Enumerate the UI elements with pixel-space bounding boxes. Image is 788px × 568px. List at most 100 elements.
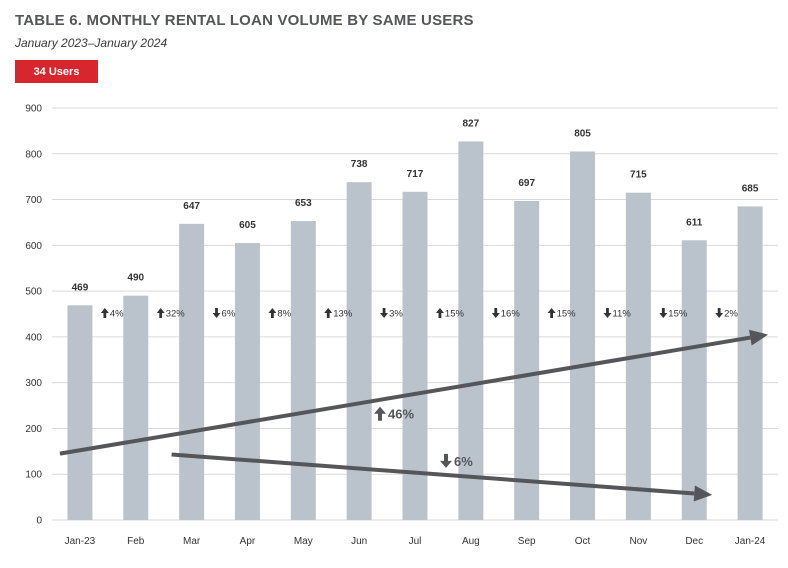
y-tick-label: 200 <box>25 424 42 435</box>
y-tick-label: 0 <box>36 516 42 527</box>
value-label: 685 <box>742 183 759 194</box>
change-label: 32% <box>156 308 186 320</box>
value-label: 697 <box>518 178 535 189</box>
value-label: 490 <box>127 273 144 284</box>
x-tick-label: May <box>294 536 313 547</box>
bars <box>67 141 763 521</box>
change-label: 6% <box>212 308 236 320</box>
chart-subtitle: January 2023–January 2024 <box>15 36 168 50</box>
bar <box>346 182 372 520</box>
arrow-down-icon <box>440 453 452 468</box>
trend-label: 6% <box>440 453 473 469</box>
change-text: 15% <box>668 309 688 320</box>
change-text: 11% <box>612 309 631 320</box>
x-tick-label: Apr <box>240 536 256 547</box>
value-label: 653 <box>295 198 312 209</box>
x-tick-label: Jul <box>409 536 422 547</box>
x-tick-label: Nov <box>629 536 647 547</box>
x-tick-label: Sep <box>518 536 536 547</box>
value-label: 469 <box>72 282 89 293</box>
change-text: 6% <box>222 309 236 320</box>
x-tick-label: Jan-24 <box>735 536 766 547</box>
trend-line <box>171 452 695 496</box>
change-text: 13% <box>333 309 353 320</box>
arrow-down-icon <box>491 308 500 318</box>
chart-title: TABLE 6. MONTHLY RENTAL LOAN VOLUME BY S… <box>15 12 474 29</box>
change-labels: 4% 32% 6% 8% 13% 3% 15% 16% 15% 11% 15% 2% <box>100 308 738 320</box>
bar <box>681 240 707 520</box>
x-axis: Jan-23 Feb Mar Apr May Jun Jul Aug Sep Oct Nov Dec J… <box>65 536 766 547</box>
bar <box>570 151 596 520</box>
arrow-up-icon <box>374 406 386 421</box>
x-tick-label: Dec <box>685 536 703 547</box>
change-label: 15% <box>659 308 688 320</box>
change-text: 32% <box>166 309 186 320</box>
change-text: 15% <box>445 309 465 320</box>
arrow-up-icon <box>324 308 333 318</box>
user-count-badge: 34 Users <box>15 60 98 83</box>
x-tick-label: Jan-23 <box>65 536 96 547</box>
arrow-up-icon <box>547 308 556 318</box>
change-label: 16% <box>491 308 521 320</box>
y-tick-label: 600 <box>25 241 42 252</box>
bar <box>402 191 428 521</box>
change-label: 15% <box>435 308 465 320</box>
y-axis: 0 100 200 300 400 500 600 700 800 900 <box>25 104 42 527</box>
bar <box>458 141 484 520</box>
change-text: 4% <box>110 309 124 320</box>
change-label: 8% <box>268 308 292 320</box>
change-text: 8% <box>277 309 291 320</box>
bar <box>123 295 149 520</box>
y-tick-label: 800 <box>25 149 42 160</box>
change-text: 15% <box>557 309 577 320</box>
arrow-up-icon <box>100 308 109 318</box>
arrow-down-icon <box>212 308 221 318</box>
y-tick-label: 900 <box>25 104 42 115</box>
y-tick-label: 500 <box>25 287 42 298</box>
value-label: 805 <box>574 128 591 139</box>
change-label: 15% <box>547 308 577 320</box>
trend-arrow-down: 6% <box>171 452 713 502</box>
x-tick-label: Aug <box>462 536 480 547</box>
trend-label: 46% <box>374 406 414 422</box>
value-label: 715 <box>630 170 647 181</box>
trend-label-text: 6% <box>454 454 473 469</box>
change-text: 2% <box>724 309 738 320</box>
value-label: 717 <box>407 169 424 180</box>
x-tick-label: Oct <box>575 536 591 547</box>
x-tick-label: Feb <box>127 536 145 547</box>
change-label: 11% <box>603 308 631 320</box>
bar <box>234 243 260 521</box>
trend-arrowhead <box>693 485 713 502</box>
change-label: 4% <box>100 308 124 320</box>
value-label: 827 <box>463 118 480 129</box>
change-text: 3% <box>389 309 403 320</box>
trend-label-text: 46% <box>388 407 414 422</box>
x-tick-label: Mar <box>183 536 201 547</box>
arrow-up-icon <box>156 308 165 318</box>
trend-line <box>59 335 751 456</box>
arrow-up-icon <box>435 308 444 318</box>
bar <box>514 200 540 520</box>
value-label: 647 <box>183 201 200 212</box>
arrow-up-icon <box>268 308 277 318</box>
arrow-down-icon <box>659 308 668 318</box>
value-label: 738 <box>351 159 368 170</box>
y-tick-label: 100 <box>25 470 42 481</box>
change-text: 16% <box>501 309 521 320</box>
value-label: 605 <box>239 220 256 231</box>
arrow-down-icon <box>603 308 612 318</box>
trend-arrowhead <box>748 329 769 346</box>
arrow-down-icon <box>380 308 389 318</box>
bar <box>290 221 316 520</box>
change-label: 3% <box>380 308 403 320</box>
bar <box>737 206 763 520</box>
y-tick-label: 400 <box>25 332 42 343</box>
bar <box>67 305 93 520</box>
change-label: 13% <box>324 308 353 320</box>
x-tick-label: Jun <box>351 536 367 547</box>
trend-arrows: 46% 6% <box>59 329 769 502</box>
arrow-down-icon <box>715 308 724 318</box>
bar <box>179 223 205 520</box>
